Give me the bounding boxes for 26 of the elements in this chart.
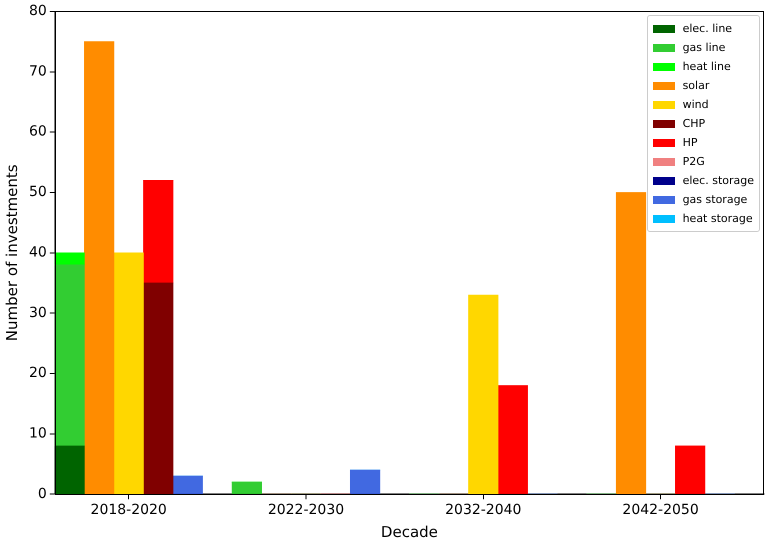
y-tick-label: 0 [38,486,47,502]
legend-label: gas storage [682,192,748,208]
y-tick-label: 40 [28,244,47,260]
legend-label: heat line [682,59,731,76]
y-tick-label: 80 [28,3,47,20]
y-tick-label: 70 [28,63,47,80]
legend-label: gas line [682,40,726,56]
x-tick-label: 2042-2050 [622,502,699,518]
legend-label: elec. storage [682,173,754,190]
x-tick-label: 2022-2030 [268,502,344,518]
x-axis-title: Decade [380,522,438,541]
x-tick-label: 2032-2040 [445,502,522,518]
x-tick-label: 2018-2020 [90,502,167,518]
legend-label: wind [682,97,709,114]
y-tick-label: 60 [28,124,47,140]
legend-label: HP [682,135,698,152]
y-tick-label: 30 [28,304,47,321]
legend-label: P2G [682,154,705,170]
legend-label: solar [682,78,710,94]
legend-label: CHP [682,116,706,132]
y-tick-label: 20 [28,365,47,382]
legend-label: elec. line [682,21,732,38]
y-axis-title: Number of investments [2,164,21,342]
y-tick-label: 50 [28,184,47,200]
y-tick-label: 10 [28,425,47,442]
legend-label: heat storage [682,211,753,228]
